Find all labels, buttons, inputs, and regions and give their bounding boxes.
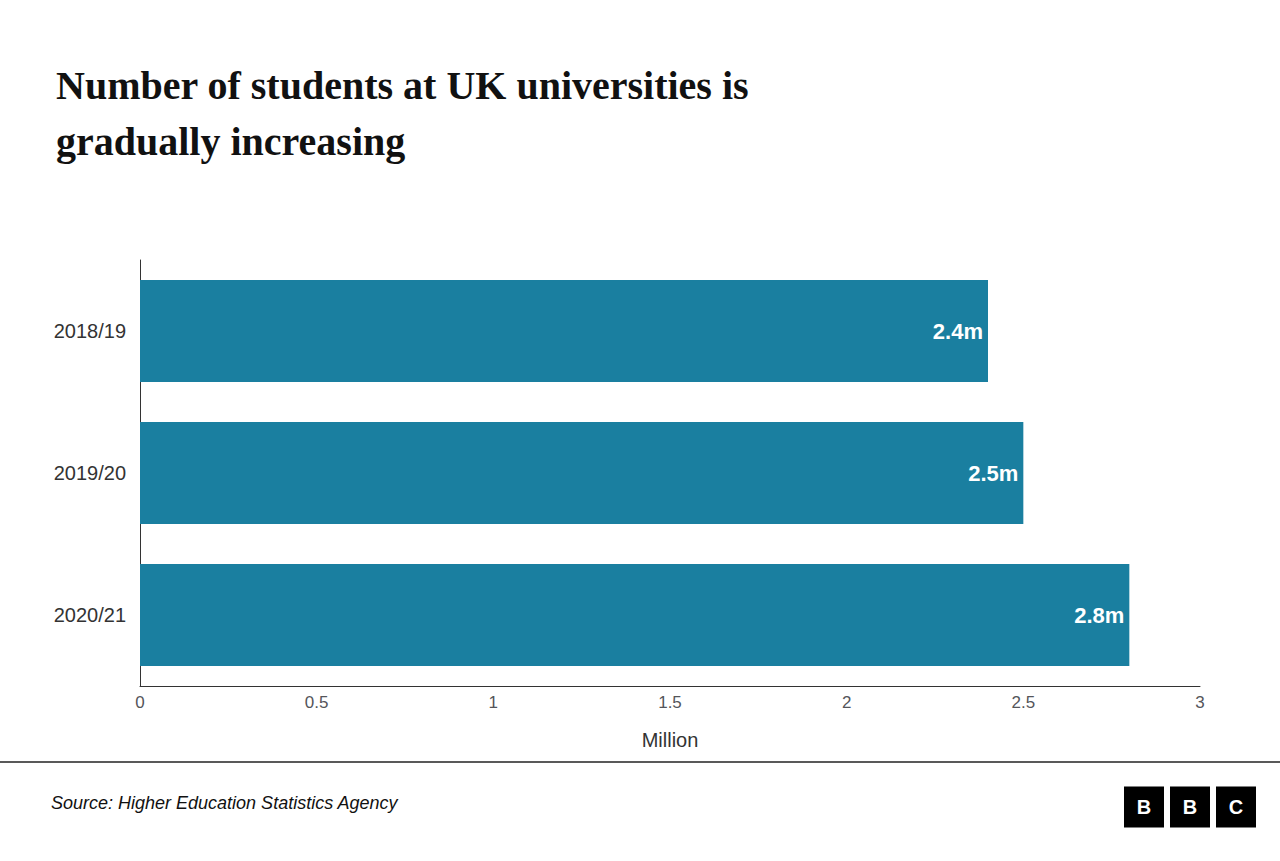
svg-text:2.8m: 2.8m [1074,603,1124,628]
svg-text:Number of students at UK unive: Number of students at UK universities is [56,63,749,108]
svg-text:2.5: 2.5 [1012,693,1036,712]
svg-text:2018/19: 2018/19 [54,320,126,342]
svg-text:1: 1 [489,693,498,712]
svg-text:1.5: 1.5 [658,693,682,712]
svg-text:Source: Higher Education Stati: Source: Higher Education Statistics Agen… [51,793,399,813]
svg-text:0.5: 0.5 [305,693,329,712]
svg-text:2.4m: 2.4m [933,319,983,344]
svg-text:2.5m: 2.5m [968,461,1018,486]
svg-text:2020/21: 2020/21 [54,604,126,626]
svg-text:Million: Million [642,729,699,751]
svg-text:3: 3 [1195,693,1204,712]
svg-text:B: B [1137,796,1151,818]
svg-text:B: B [1183,796,1197,818]
svg-text:2: 2 [842,693,851,712]
svg-text:0: 0 [135,693,144,712]
svg-text:2019/20: 2019/20 [54,462,126,484]
svg-text:gradually increasing: gradually increasing [56,119,405,164]
svg-text:C: C [1229,796,1243,818]
